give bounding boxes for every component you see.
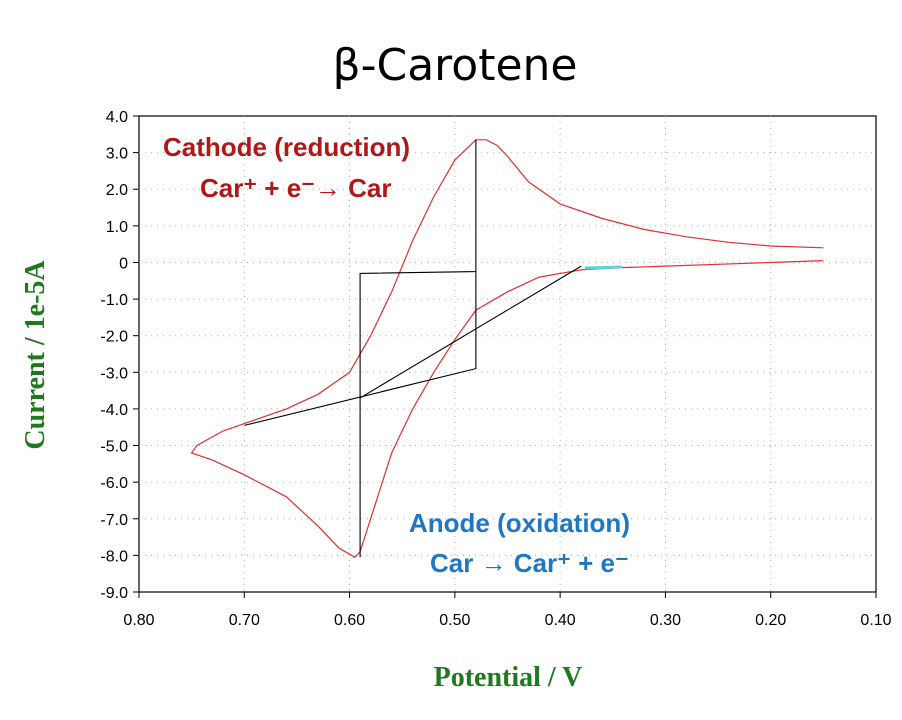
- cyan-segment: [584, 265, 623, 270]
- x-axis-ticks: 0.80 0.70 0.60 0.50 0.40 0.30 0.20 0.10: [123, 592, 892, 629]
- y-tick-label: -9.0: [100, 585, 128, 602]
- y-tick-label: 3.0: [106, 146, 128, 163]
- y-tick-label: -4.0: [100, 402, 128, 419]
- anode-equation: Car → Car⁺ + e⁻: [430, 548, 629, 578]
- x-tick-label: 0.60: [334, 612, 365, 629]
- x-tick-label: 0.70: [229, 612, 260, 629]
- y-tick-label: 4.0: [106, 109, 128, 126]
- plot-frame: [138, 115, 877, 593]
- construction-lines: [244, 139, 582, 558]
- y-tick-label: -6.0: [100, 475, 128, 492]
- x-tick-label: 0.80: [123, 612, 154, 629]
- y-tick-label: 0: [119, 255, 128, 272]
- y-tick-label: -7.0: [100, 512, 128, 529]
- x-axis-label: Potential / V: [434, 662, 583, 693]
- x-tick-label: 0.10: [860, 612, 891, 629]
- y-axis-label: Current / 1e-5A: [20, 260, 51, 450]
- y-tick-label: -2.0: [100, 329, 128, 346]
- y-axis-ticks: 4.0 3.0 2.0 1.0 0 -1.0 -2.0 -3.0 -4.0 -5.0 -6.0 -7.…: [100, 109, 139, 602]
- cv-curve: [190, 139, 824, 558]
- cathode-label: Cathode (reduction): [163, 132, 410, 162]
- grid: [139, 116, 876, 592]
- y-tick-label: -8.0: [100, 548, 128, 565]
- x-tick-label: 0.50: [439, 612, 470, 629]
- cathode-equation: Car⁺ + e⁻→ Car: [200, 173, 391, 203]
- y-tick-label: 2.0: [106, 182, 128, 199]
- x-tick-label: 0.40: [545, 612, 576, 629]
- y-tick-label: 1.0: [106, 219, 128, 236]
- y-tick-label: -5.0: [100, 439, 128, 456]
- chart-title: β-Carotene: [333, 40, 578, 91]
- x-tick-label: 0.30: [650, 612, 681, 629]
- y-tick-label: -3.0: [100, 365, 128, 382]
- y-tick-label: -1.0: [100, 292, 128, 309]
- x-tick-label: 0.20: [755, 612, 786, 629]
- anode-label: Anode (oxidation): [409, 508, 630, 538]
